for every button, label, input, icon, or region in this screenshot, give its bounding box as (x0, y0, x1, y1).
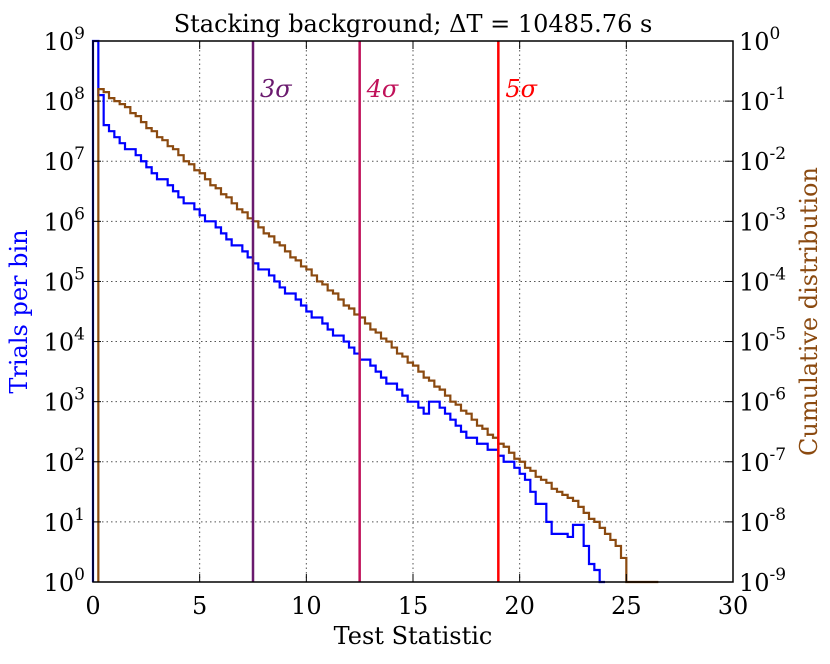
y-left-tick-label: 104 (44, 325, 85, 357)
x-tick-label: 15 (398, 592, 429, 620)
y-right-tick-label: 100 (739, 24, 780, 56)
y-left-tick-label: 107 (44, 144, 85, 176)
y-right-tick-label: 10-3 (739, 204, 786, 236)
x-tick-label: 30 (718, 592, 749, 620)
y-left-tick-label: 100 (44, 565, 85, 597)
y-left-tick-label: 108 (44, 84, 85, 116)
y-left-tick-label: 101 (44, 505, 85, 537)
ticks: 0 5 10 15 20 25 30 100 101 102 103 104 105 106 107 108 1… (44, 24, 786, 620)
sigma-label: 4σ (366, 75, 399, 103)
sigma-label: 5σ (505, 75, 537, 103)
x-tick-label: 10 (291, 592, 322, 620)
series-group (91, 39, 659, 584)
y-right-tick-label: 10-5 (739, 325, 786, 357)
trials-per-bin-line (91, 39, 605, 584)
y-right-tick-label: 10-9 (739, 565, 786, 597)
y-left-tick-label: 105 (44, 264, 85, 296)
y-left-axis-title: Trials per bin (5, 229, 33, 393)
y-left-tick-label: 102 (44, 445, 85, 477)
chart-title: Stacking background; ΔT = 10485.76 s (174, 10, 653, 38)
y-right-tick-label: 10-2 (739, 144, 786, 176)
sigma-lines: 3σ 4σ 5σ (251, 41, 538, 582)
x-tick-label: 20 (504, 592, 535, 620)
y-left-tick-label: 106 (44, 204, 85, 236)
x-axis-title: Test Statistic (334, 622, 493, 650)
sigma-label: 3σ (260, 75, 292, 103)
y-right-tick-label: 10-1 (739, 84, 786, 116)
y-left-tick-label: 109 (44, 24, 85, 56)
y-right-tick-label: 10-8 (739, 505, 786, 537)
cumulative-distribution-line (97, 87, 659, 584)
y-right-axis-title: Cumulative distribution (795, 167, 823, 456)
y-right-tick-label: 10-4 (739, 264, 786, 296)
x-tick-label: 0 (85, 592, 100, 620)
y-left-tick-label: 103 (44, 385, 85, 417)
y-right-tick-label: 10-7 (739, 445, 786, 477)
y-right-tick-label: 10-6 (739, 385, 786, 417)
x-tick-label: 25 (611, 592, 642, 620)
x-tick-label: 5 (192, 592, 207, 620)
